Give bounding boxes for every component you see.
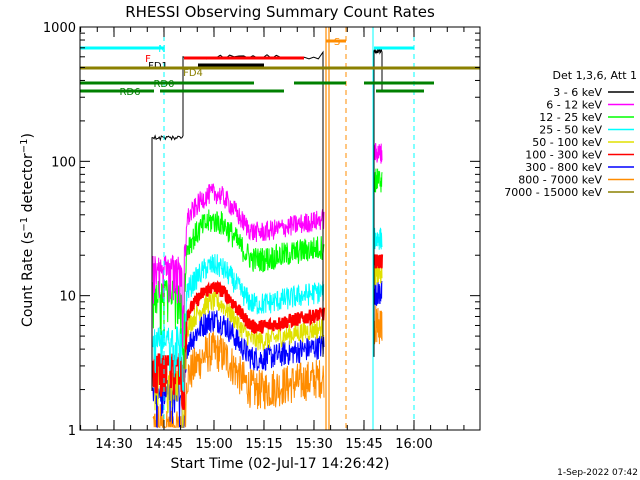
- x-tick-label: 16:00: [395, 437, 432, 452]
- y-axis-label-part: Count Rate (s: [20, 232, 36, 327]
- y-axis-label-exponent: −1: [19, 217, 30, 232]
- series-line: [372, 254, 384, 269]
- series-line: [152, 209, 325, 369]
- flag-label: FD4: [183, 68, 203, 79]
- flag-label: F: [145, 54, 151, 65]
- series-line: [373, 305, 383, 345]
- series-line: [373, 142, 383, 164]
- y-tick-label: 1000: [43, 21, 76, 36]
- y-axis-label-part: ): [20, 133, 36, 138]
- y-axis-label: Count Rate (s−1 detector−1): [19, 133, 36, 327]
- x-axis-label: Start Time (02-Jul-17 14:26:42): [170, 456, 389, 472]
- legend-item-label: 12 - 25 keV: [539, 111, 602, 124]
- legend-item-label: 3 - 6 keV: [553, 86, 602, 99]
- x-tick-label: 15:30: [295, 437, 332, 452]
- legend-item-label: 6 - 12 keV: [546, 99, 602, 112]
- series-line: [152, 183, 325, 348]
- series-line: [151, 280, 326, 411]
- datestamp: 1-Sep-2022 07:42: [557, 468, 638, 478]
- series-line: [152, 331, 325, 429]
- y-axis-label-exponent: −1: [19, 139, 30, 154]
- flag-label: RD6: [119, 87, 140, 98]
- series-line: [373, 227, 383, 250]
- x-tick-label: 15:00: [195, 437, 232, 452]
- chart-title: RHESSI Observing Summary Count Rates: [125, 3, 435, 21]
- flag-label: N: [158, 44, 165, 55]
- y-tick-label: 100: [51, 155, 76, 170]
- x-tick-label: 15:45: [345, 437, 382, 452]
- series-line: [151, 50, 324, 391]
- legend-item-label: 25 - 50 keV: [539, 124, 602, 137]
- x-tick-label: 15:15: [245, 437, 282, 452]
- y-axis-label-part: detector: [20, 153, 36, 217]
- legend-item-label: 50 - 100 keV: [532, 136, 602, 149]
- plot-frame: [79, 26, 481, 431]
- flag-label: RD0: [153, 79, 174, 90]
- legend-item-label: 100 - 300 keV: [525, 149, 602, 162]
- legend-title: Det 1,3,6, Att 1: [553, 69, 637, 82]
- series-line: [373, 280, 383, 306]
- y-tick-label: 1: [68, 424, 76, 439]
- legend-item-label: 800 - 7000 keV: [518, 174, 602, 187]
- flag-label: S: [334, 37, 340, 48]
- y-tick-label: 10: [59, 290, 76, 305]
- legend-item-label: 7000 - 15000 keV: [504, 186, 602, 199]
- series-line: [152, 254, 325, 393]
- x-tick-label: 14:45: [145, 437, 182, 452]
- series-line: [373, 48, 383, 357]
- legend-item-label: 300 - 800 keV: [525, 161, 602, 174]
- series-line: [373, 168, 383, 193]
- plot-area: NSFFD1FD4RD0RD6110100100014:3014:4515:00…: [43, 21, 481, 452]
- x-tick-label: 14:30: [95, 437, 132, 452]
